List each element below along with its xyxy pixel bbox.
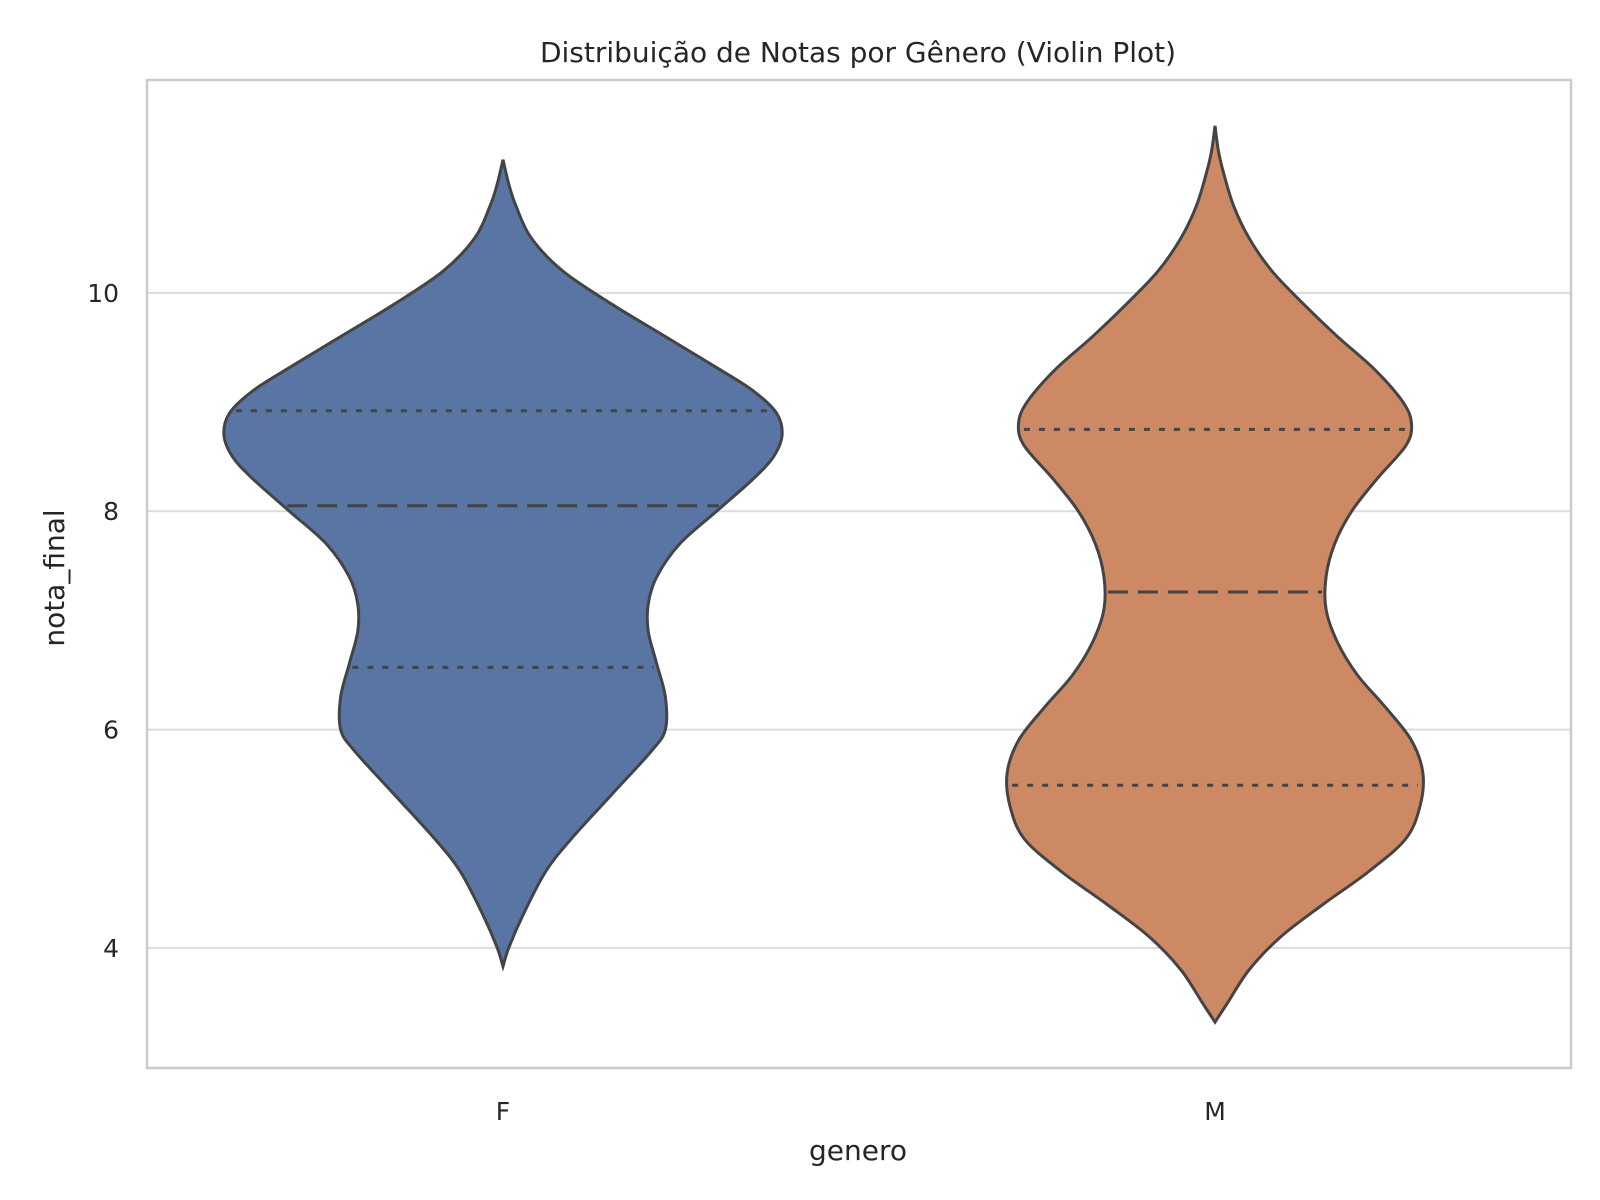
violins [222,125,1425,1025]
y-tick-label: 10 [87,279,119,308]
y-tick-label: 8 [103,497,119,526]
x-tick-label: M [1204,1097,1226,1126]
y-tick-labels: 4 6 8 10 [87,279,119,963]
chart-title: Distribuição de Notas por Gênero (Violin… [540,36,1176,69]
y-tick-label: 4 [103,934,119,963]
x-axis-label: genero [809,1134,907,1167]
plot-frame [145,78,1573,1070]
violin-M [1005,125,1425,1025]
violin-body-F [222,159,784,972]
violin-F [222,159,784,972]
x-tick-label: F [496,1097,510,1126]
violin-body-M [1005,125,1425,1025]
y-axis-label: nota_final [38,509,71,646]
y-tick-label: 6 [103,716,119,745]
